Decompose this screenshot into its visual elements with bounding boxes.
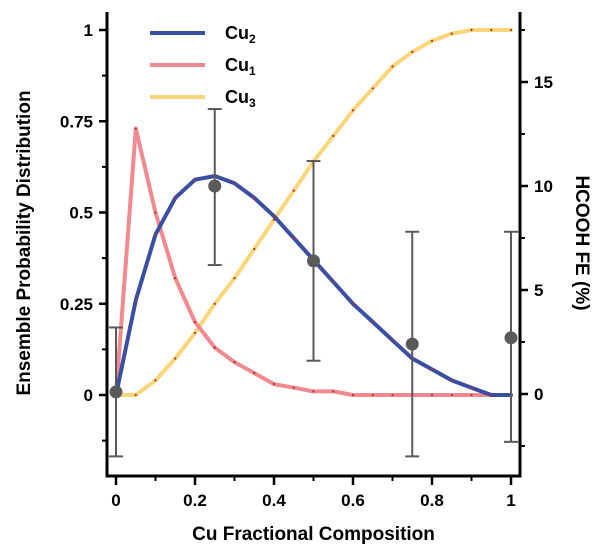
series-cu3-point: [253, 248, 255, 250]
series-cu2-point: [431, 368, 433, 370]
y-left-axis-title: Ensemble Probability Distribution: [14, 90, 35, 395]
series-cu3-point: [510, 29, 512, 31]
x-tick-label: 0.6: [341, 491, 365, 510]
y-left-tick-label: 0: [84, 386, 93, 405]
series-cu1-point: [214, 346, 216, 348]
series-cu3-point: [470, 29, 472, 31]
series-cu1-point: [135, 127, 137, 129]
x-tick-label: 0.2: [183, 491, 207, 510]
fe-point: [208, 180, 221, 193]
fe-point: [505, 331, 518, 344]
series-cu1-point: [372, 394, 374, 396]
x-tick-label: 1: [506, 491, 515, 510]
series-cu2-point: [470, 387, 472, 389]
legend-cu2-label: Cu2: [225, 23, 256, 46]
series-cu3-point: [411, 51, 413, 53]
legend-label-main: Cu: [225, 87, 249, 107]
series-cu3-point: [194, 332, 196, 334]
scatter-layer: [109, 109, 518, 456]
series-cu3-point: [233, 277, 235, 279]
series-cu2-point: [391, 339, 393, 341]
series-cu2-point: [332, 281, 334, 283]
series-cu3-point: [451, 33, 453, 35]
legend-label-subscript: 2: [249, 32, 256, 46]
series-cu3-point: [174, 357, 176, 359]
series-cu1-point: [332, 390, 334, 392]
series-cu2-point: [135, 299, 137, 301]
series-cu1-point: [253, 372, 255, 374]
series-cu2-point: [253, 197, 255, 199]
series-cu1-point: [273, 383, 275, 385]
y-left-tick-label: 1: [84, 21, 93, 40]
series-cu1-point: [233, 361, 235, 363]
legend-label-subscript: 3: [249, 96, 256, 110]
legend-label-main: Cu: [225, 55, 249, 75]
series-cu1-point: [312, 390, 314, 392]
legend-label-subscript: 1: [249, 64, 256, 78]
series-cu2-point: [372, 321, 374, 323]
series-cu3-point: [391, 65, 393, 67]
series-cu2-point: [451, 379, 453, 381]
y-right-tick-label: 5: [534, 281, 543, 300]
series-cu2-point: [293, 237, 295, 239]
series-cu1-point: [194, 321, 196, 323]
series-cu1-point: [470, 394, 472, 396]
y-left-tick-label: 0.25: [60, 295, 93, 314]
series-cu2-point: [490, 394, 492, 396]
series-cu3-point: [352, 109, 354, 111]
legend-cu1-label: Cu1: [225, 55, 256, 78]
y-right-tick-label: 0: [534, 385, 543, 404]
series-cu1-point: [352, 394, 354, 396]
x-tick-label: 0: [111, 491, 120, 510]
series-cu2-point: [352, 303, 354, 305]
x-axis-title: Cu Fractional Composition: [192, 524, 435, 544]
series-cu1-point: [154, 211, 156, 213]
fe-point: [406, 338, 419, 351]
series-cu3-point: [490, 29, 492, 31]
series-cu3-point: [332, 135, 334, 137]
series-cu3-point: [214, 303, 216, 305]
series-cu1-point: [174, 277, 176, 279]
x-tick-label: 0.8: [420, 491, 444, 510]
series-cu3-point: [135, 394, 137, 396]
series-cu3-point: [431, 40, 433, 42]
series-cu3-point: [372, 87, 374, 89]
series-cu3-point: [293, 190, 295, 192]
fe-point: [307, 254, 320, 267]
x-tick-label: 0.4: [262, 491, 286, 510]
legend-label-main: Cu: [225, 23, 249, 43]
series-cu1-point: [293, 387, 295, 389]
legend-cu3-label: Cu3: [225, 87, 256, 110]
series-cu2-point: [174, 197, 176, 199]
y-right-axis-title: HCOOH FE (%): [571, 175, 592, 310]
series-cu1-point: [431, 394, 433, 396]
series-cu2-point: [273, 215, 275, 217]
y-right-tick-label: 15: [534, 73, 553, 92]
series-cu2-point: [233, 182, 235, 184]
y-right-tick-label: 10: [534, 177, 553, 196]
series-cu1-point: [451, 394, 453, 396]
series-cu2-point: [154, 233, 156, 235]
fe-point: [110, 385, 123, 398]
series-cu1-point: [391, 394, 393, 396]
y-left-tick-label: 0.5: [69, 204, 93, 223]
series-cu3-point: [154, 379, 156, 381]
series-cu2-point: [194, 179, 196, 181]
y-left-tick-label: 0.75: [60, 112, 93, 131]
